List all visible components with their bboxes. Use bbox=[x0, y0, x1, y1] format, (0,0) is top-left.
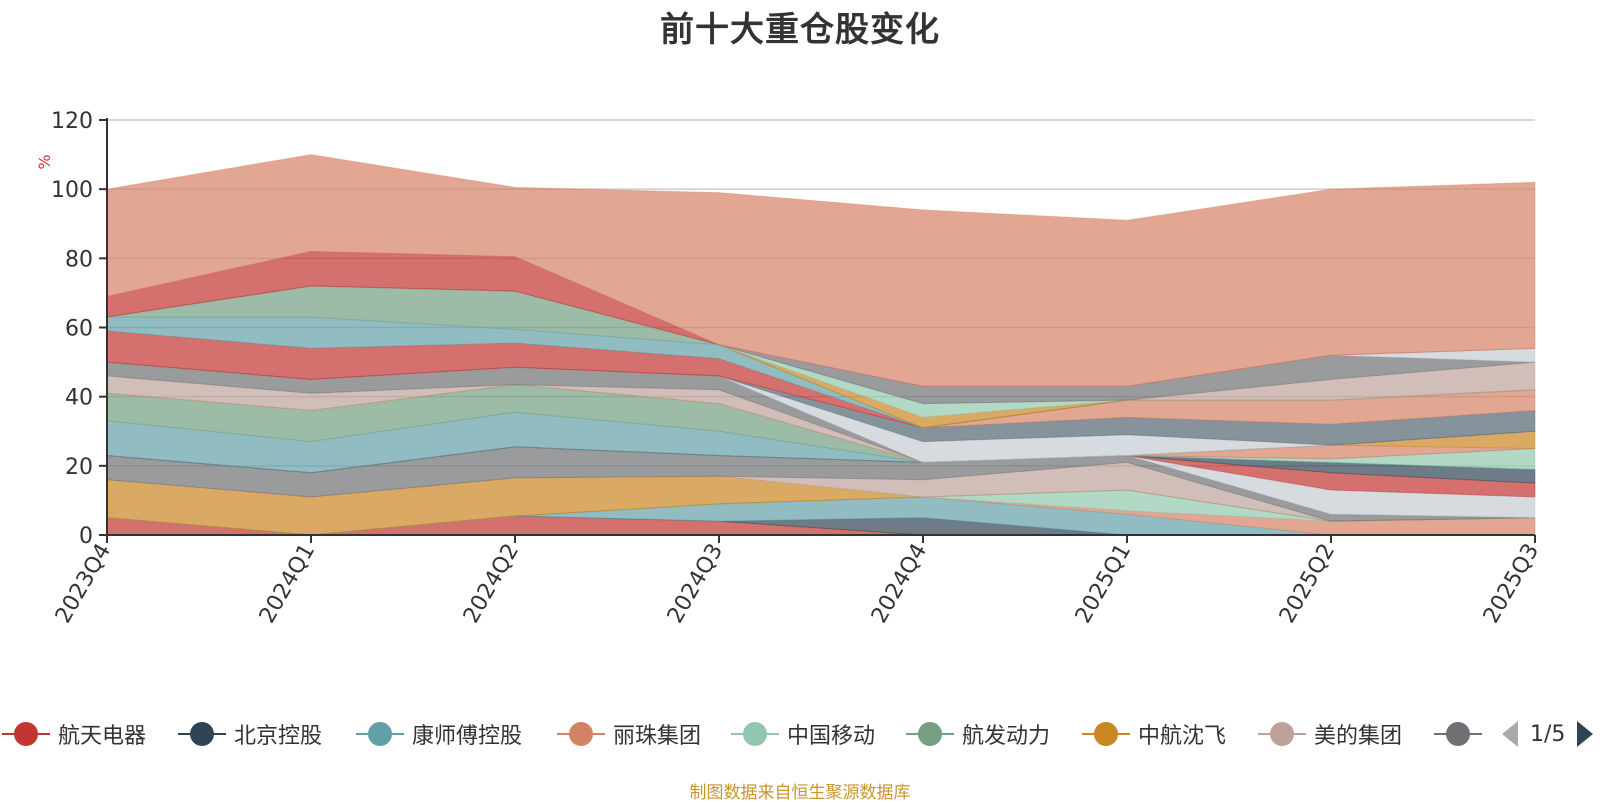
y-tick-label: 0 bbox=[79, 524, 93, 549]
legend-item[interactable] bbox=[1432, 716, 1490, 752]
area-series-系列23 bbox=[106, 361, 1536, 429]
area-series-系列22 bbox=[106, 361, 1536, 446]
y-axis-label: % bbox=[35, 154, 54, 169]
y-tick-label: 20 bbox=[65, 455, 93, 480]
y-tick-label: 80 bbox=[65, 247, 93, 272]
legend-page-indicator: 1/5 bbox=[1530, 721, 1566, 747]
legend-item[interactable]: 中国移动 bbox=[729, 716, 875, 752]
legend: 航天电器 北京控股 康师傅控股 丽珠集团 中国移动 航发动力 中航沈飞 bbox=[0, 716, 1600, 752]
y-tick-label: 120 bbox=[51, 109, 93, 134]
legend-item[interactable]: 航发动力 bbox=[904, 716, 1050, 752]
area-series-系列19 bbox=[106, 375, 1536, 463]
legend-symbol bbox=[176, 716, 228, 752]
next-page-icon[interactable] bbox=[1575, 719, 1595, 749]
legend-symbol bbox=[904, 716, 956, 752]
stacked-area-chart: 0 20 40 60 80 100 120 2023Q4 2024Q1 2024Q2 2024Q3 2… bbox=[35, 109, 1544, 628]
legend-label: 中航沈飞 bbox=[1138, 724, 1227, 749]
legend-symbol bbox=[729, 716, 781, 752]
legend-label: 航发动力 bbox=[962, 724, 1051, 749]
legend-item[interactable]: 北京控股 bbox=[176, 716, 322, 752]
legend-symbol bbox=[0, 716, 52, 752]
chart-title: 前十大重仓股变化 bbox=[660, 10, 940, 50]
legend-pager: 1/5 bbox=[1500, 716, 1595, 752]
x-tick-label: 2024Q1 bbox=[255, 540, 320, 628]
x-tick-label: 2024Q2 bbox=[459, 540, 524, 628]
y-tick-label: 100 bbox=[51, 178, 93, 203]
legend-label: 美的集团 bbox=[1314, 724, 1403, 749]
legend-item[interactable]: 康师傅控股 bbox=[354, 716, 522, 752]
legend-symbol bbox=[1256, 716, 1308, 752]
area-series-系列20 bbox=[106, 361, 1536, 463]
legend-symbol bbox=[1080, 716, 1132, 752]
legend-label: 中国移动 bbox=[787, 724, 876, 749]
x-tick-label: 2024Q3 bbox=[663, 540, 728, 628]
legend-label: 北京控股 bbox=[234, 724, 323, 749]
legend-item[interactable]: 美的集团 bbox=[1256, 716, 1402, 752]
legend-label: 康师傅控股 bbox=[412, 724, 523, 749]
legend-item[interactable]: 航天电器 bbox=[0, 716, 146, 752]
prev-page-icon[interactable] bbox=[1500, 719, 1520, 749]
y-tick-label: 60 bbox=[65, 317, 93, 342]
legend-label: 航天电器 bbox=[58, 724, 147, 749]
legend-symbol bbox=[1432, 716, 1484, 752]
area-series-系列33 bbox=[106, 154, 1536, 387]
legend-label: 丽珠集团 bbox=[613, 724, 702, 749]
x-tick-label: 2024Q4 bbox=[867, 540, 932, 628]
legend-symbol bbox=[555, 716, 607, 752]
x-tick-label: 2025Q2 bbox=[1275, 540, 1340, 628]
area-series-丽珠集团 bbox=[106, 496, 1536, 536]
legend-item[interactable]: 丽珠集团 bbox=[555, 716, 701, 752]
area-series-康师傅控股 bbox=[106, 496, 1535, 536]
x-tick-label: 2025Q1 bbox=[1071, 540, 1136, 628]
x-tick-label: 2025Q3 bbox=[1479, 540, 1544, 628]
legend-symbol bbox=[354, 716, 406, 752]
area-series bbox=[106, 154, 1536, 536]
x-tick-label: 2023Q4 bbox=[51, 540, 116, 628]
legend-item[interactable]: 中航沈飞 bbox=[1080, 716, 1226, 752]
data-source-note: 制图数据来自恒生聚源数据库 bbox=[689, 783, 911, 803]
y-tick-label: 40 bbox=[65, 386, 93, 411]
